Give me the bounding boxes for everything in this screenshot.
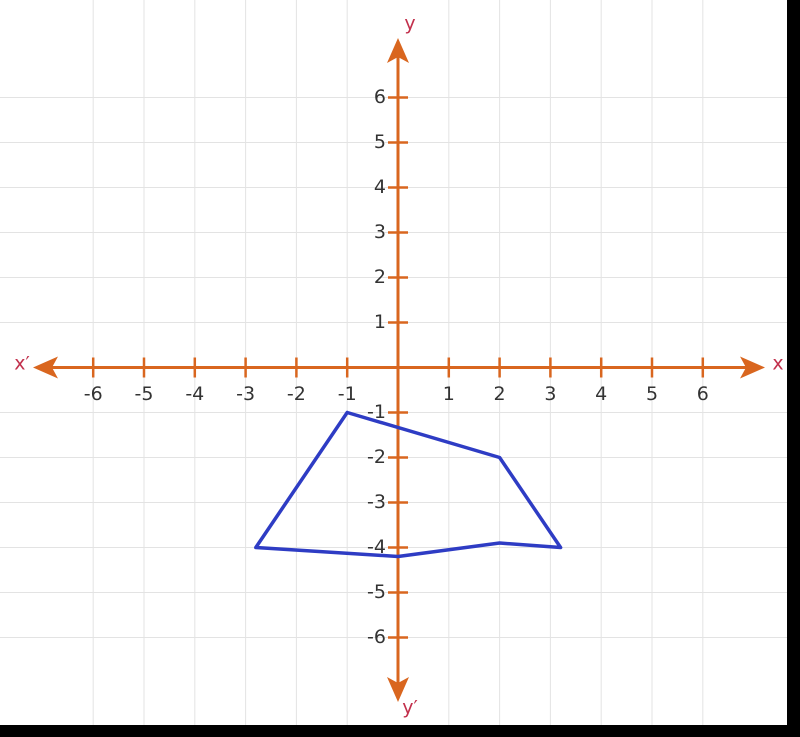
y-tick-label: -5 — [367, 581, 386, 603]
x-tick-label: 3 — [544, 383, 556, 405]
arrow-right — [740, 356, 765, 379]
x-tick-label: 1 — [443, 383, 455, 405]
y-tick-label: -4 — [367, 536, 386, 558]
y-axis-label-negative: y′ — [402, 697, 418, 719]
y-tick-label: -6 — [367, 626, 386, 648]
arrow-down — [387, 677, 409, 702]
shape-outline — [254, 410, 563, 559]
arrow-left — [33, 356, 58, 379]
y-tick-label: 1 — [374, 311, 386, 333]
x-tick-label: -2 — [287, 383, 306, 405]
x-tick-label: -4 — [185, 383, 204, 405]
y-tick-label: 6 — [374, 86, 386, 108]
y-tick-label: 3 — [374, 221, 386, 243]
x-axis-label: x — [772, 353, 783, 375]
y-tick-label: 5 — [374, 131, 386, 153]
x-tick-label: 5 — [646, 383, 658, 405]
x-tick-label: -3 — [236, 383, 255, 405]
x-tick-label: -6 — [84, 383, 103, 405]
x-tick-label: -5 — [135, 383, 154, 405]
y-tick-label: -3 — [367, 491, 386, 513]
x-tick-label: 4 — [595, 383, 607, 405]
x-tick-label: 2 — [494, 383, 506, 405]
arrow-up — [387, 38, 409, 63]
x-axis-label-negative: x′ — [14, 353, 30, 375]
x-tick-label: -1 — [338, 383, 357, 405]
y-tick-label: -1 — [367, 401, 386, 423]
y-axis-label: y — [404, 13, 415, 35]
x-tick-label: 6 — [697, 383, 709, 405]
y-tick-label: 4 — [374, 176, 386, 198]
axes — [33, 38, 765, 702]
chart: x x′ y y′ -6 -5 -4 -3 -2 -1 1 2 3 4 5 6 -6 -5 -4 -3 -2 -1… — [0, 0, 787, 725]
background — [0, 0, 787, 725]
y-tick-label: -2 — [367, 446, 386, 468]
y-tick-label: 2 — [374, 266, 386, 288]
